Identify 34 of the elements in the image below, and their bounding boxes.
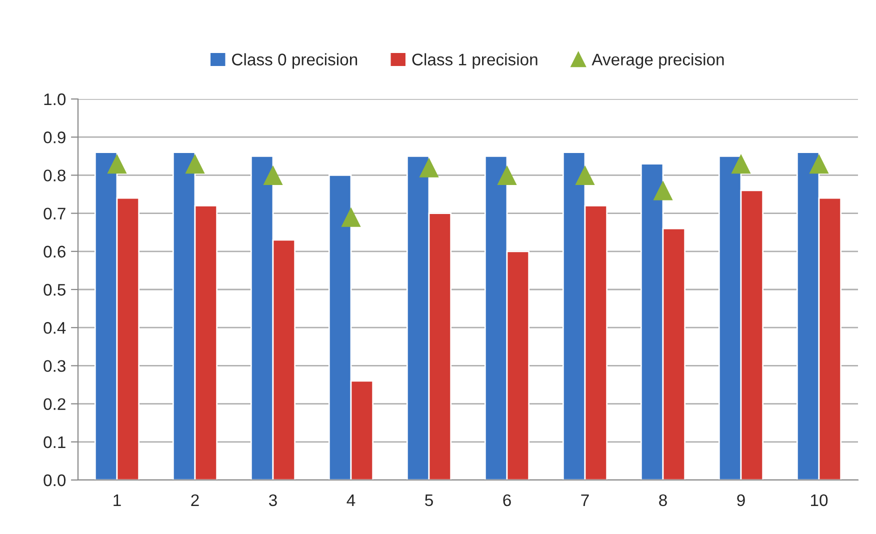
x-tick-label: 4 (346, 494, 356, 506)
point (497, 165, 517, 186)
x-tick-label: 1 (114, 494, 121, 506)
x-tick-label: 5 (425, 494, 433, 506)
point (419, 158, 439, 178)
text: 0.0 (44, 474, 66, 486)
point (809, 154, 829, 174)
point (731, 154, 751, 174)
legend-label: Average precision (592, 53, 724, 69)
point (263, 165, 283, 186)
text: 1.0 (44, 93, 66, 106)
x-tick-label: 2 (191, 494, 199, 506)
x-tick-label: 3 (269, 494, 277, 506)
point (653, 180, 673, 200)
x-tick-label: 9 (737, 494, 745, 506)
point (341, 207, 361, 227)
legend-label: Class 0 precision (232, 53, 358, 69)
y-tick-label: 0.4 (44, 322, 66, 334)
y-tick-label: 0.7 (44, 208, 66, 220)
x-tick-label: 7 (581, 494, 589, 506)
x-tick-label: 10 (811, 494, 828, 506)
y-tick-label: 0.6 (44, 246, 66, 258)
point (107, 154, 127, 174)
point (575, 165, 595, 186)
y-tick-label: 0.5 (44, 284, 66, 296)
x-tick-label: 8 (659, 494, 667, 506)
point (185, 154, 205, 174)
x-tick-label: 6 (503, 494, 511, 506)
y-tick-label: 0.2 (44, 398, 66, 410)
legend-label: Class 1 precision (412, 53, 538, 69)
y-tick-label: 0.9 (44, 132, 66, 144)
y-tick-label: 0.8 (44, 170, 66, 182)
y-tick-label: 0.3 (44, 360, 66, 372)
y-tick-label: 0.1 (44, 436, 66, 448)
